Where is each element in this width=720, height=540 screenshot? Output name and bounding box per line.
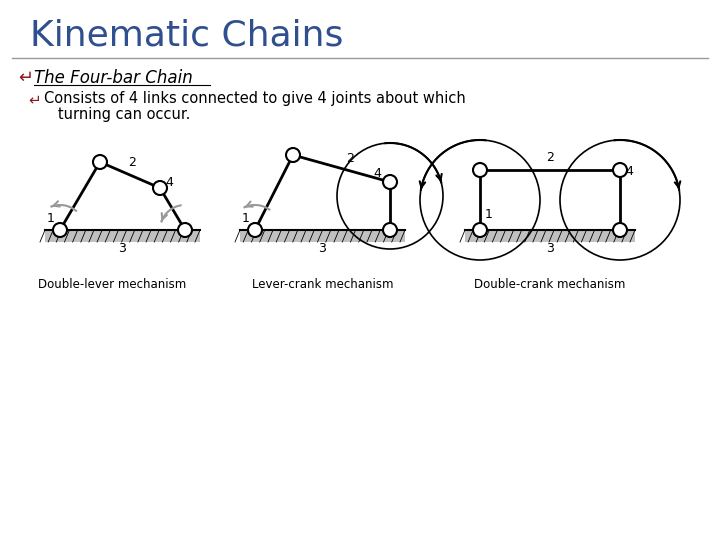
- Text: 2: 2: [128, 156, 136, 169]
- Circle shape: [248, 223, 262, 237]
- Circle shape: [613, 223, 627, 237]
- Text: 3: 3: [119, 242, 127, 255]
- Circle shape: [473, 223, 487, 237]
- Bar: [45, 230, 200, 242]
- Circle shape: [383, 223, 397, 237]
- Circle shape: [473, 163, 487, 177]
- Circle shape: [613, 163, 627, 177]
- Circle shape: [178, 223, 192, 237]
- Text: 1: 1: [47, 212, 55, 225]
- Text: 2: 2: [346, 152, 354, 165]
- Circle shape: [53, 223, 67, 237]
- Text: 1: 1: [485, 208, 493, 221]
- Circle shape: [153, 181, 167, 195]
- Text: Lever-crank mechanism: Lever-crank mechanism: [252, 278, 393, 291]
- Text: turning can occur.: turning can occur.: [44, 106, 190, 122]
- Text: 3: 3: [546, 242, 554, 255]
- Text: 1: 1: [242, 212, 250, 225]
- Text: 3: 3: [318, 242, 326, 255]
- Circle shape: [286, 148, 300, 162]
- Text: ↵: ↵: [28, 92, 41, 107]
- Text: Kinematic Chains: Kinematic Chains: [30, 18, 343, 52]
- Text: 4: 4: [373, 167, 381, 180]
- Text: Consists of 4 links connected to give 4 joints about which: Consists of 4 links connected to give 4 …: [44, 91, 466, 106]
- Text: Double-lever mechanism: Double-lever mechanism: [38, 278, 186, 291]
- Text: ↵: ↵: [18, 69, 33, 87]
- Text: 4: 4: [165, 176, 173, 189]
- Text: 4: 4: [625, 165, 633, 178]
- Text: Double-crank mechanism: Double-crank mechanism: [474, 278, 626, 291]
- Bar: [465, 230, 635, 242]
- Circle shape: [93, 155, 107, 169]
- Text: The Four-bar Chain: The Four-bar Chain: [34, 69, 193, 87]
- Bar: [240, 230, 405, 242]
- Circle shape: [383, 175, 397, 189]
- Text: 2: 2: [546, 151, 554, 164]
